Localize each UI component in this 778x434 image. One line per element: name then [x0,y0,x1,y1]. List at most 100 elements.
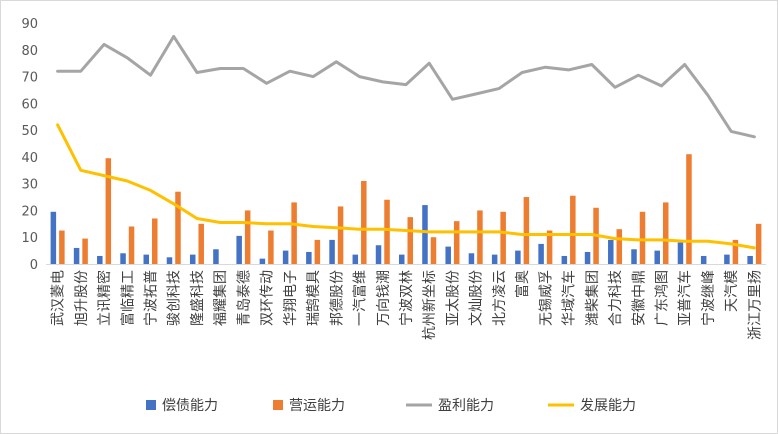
y-tick-label: 20 [21,204,38,219]
bar-营运能力-文灿股份 [477,210,483,264]
bar-营运能力-骏创科技 [175,191,181,264]
y-tick-label: 90 [21,17,38,32]
legend: 偿债能力 营运能力 盈利能力 发展能力 [146,398,636,414]
category-label: 骏创科技 [167,270,183,326]
bar-偿债能力-华域汽车 [561,255,568,264]
category-label: 富临精工 [119,270,136,326]
bar-营运能力-宁波双林 [407,217,413,264]
bar-偿债能力-安徽中鼎 [631,249,637,264]
category-label: 杭州新坐标 [422,270,438,340]
y-tick-label: 80 [21,44,38,59]
bar-偿债能力-邦德股份 [329,239,335,264]
category-label: 一汽富维 [352,270,369,326]
category-label: 武汉菱电 [51,270,67,326]
bar-偿债能力-杭州新坐标 [422,205,428,264]
y-tick-label: 50 [21,124,38,139]
bar-营运能力-亚太股份 [453,221,460,264]
bar-营运能力-立讯精密 [105,158,112,264]
line-盈利能力 [56,34,756,139]
bar-营运能力-安徽中鼎 [639,211,646,264]
bar-营运能力-隆盛科技 [198,223,204,264]
bar-偿债能力-宁波双林 [399,254,405,264]
bar-偿债能力-立讯精密 [97,255,103,264]
bar-偿债能力-天汽模 [724,254,730,264]
category-label: 万向钱潮 [376,270,392,326]
bar-营运能力-广东鸿图 [662,202,669,264]
bar-营运能力-武汉菱电 [59,230,65,264]
bar-营运能力-华翔电子 [291,202,297,264]
category-label: 无锡威孚 [538,270,554,326]
bar-营运能力-富奥 [523,197,530,264]
bar-营运能力-双环传动 [268,230,274,264]
bar-营运能力-北方凌云 [500,211,506,264]
bar-营运能力-万向钱潮 [384,199,390,264]
bar-偿债能力-双环传动 [259,258,266,264]
category-label: 合力科技 [608,270,624,326]
bar-偿债能力-隆盛科技 [189,254,196,264]
bar-偿债能力-北方凌云 [491,254,498,264]
y-tick-label: 10 [21,231,38,246]
category-label: 亚普汽车 [677,270,694,326]
legend-label: 偿债能力 [162,398,218,414]
category-label: 文灿股份 [469,270,485,326]
bar-偿债能力-武汉菱电 [50,211,57,264]
category-label: 天汽模 [724,270,740,312]
bar-偿债能力-广东鸿图 [654,250,660,264]
x-axis: 武汉菱电 旭升股份 立讯精密 富临精工 宁波拓普 骏创科技 隆盛科技 福耀集团 青岛泰德 双环传动… [46,264,766,340]
bar-偿债能力-文灿股份 [468,253,475,264]
category-label: 华翔电子 [283,270,299,326]
legend-label: 营运能力 [289,398,345,414]
y-tick-label: 40 [21,151,38,166]
bar-偿债能力-宁波拓普 [143,254,150,264]
bar-偿债能力-旭升股份 [73,247,80,264]
category-label: 宁波继峰 [700,270,717,326]
bar-营运能力-无锡威孚 [546,230,553,264]
bar-偿债能力-浙江万里扬 [747,255,753,264]
category-label: 广东鸿图 [653,270,670,326]
category-label: 亚太股份 [445,270,461,326]
line-发展能力 [56,123,756,250]
bar-偿债能力-富临精工 [120,253,126,264]
category-label: 浙江万里扬 [747,270,763,340]
bar-营运能力-合力科技 [616,229,623,264]
legend-label: 盈利能力 [438,398,494,414]
category-label: 宁波双林 [398,270,415,326]
bar-偿债能力-瑞鹄模具 [306,251,312,264]
bar-营运能力-富临精工 [128,226,135,264]
category-label: 北方凌云 [492,270,508,326]
bar-偿债能力-一汽富维 [352,254,359,264]
bar-偿债能力-骏创科技 [166,257,173,264]
bar-偿债能力-无锡威孚 [538,243,544,264]
category-label: 立讯精密 [96,270,113,326]
bar-marks [50,154,762,264]
category-label: 华域汽车 [561,270,578,326]
bar-偿债能力-万向钱潮 [375,245,382,264]
category-label: 潍柴集团 [584,270,601,326]
y-tick-label: 70 [21,71,38,86]
category-label: 邦德股份 [329,270,345,326]
bar-偿债能力-合力科技 [608,239,614,264]
category-label: 福耀集团 [212,270,229,326]
category-label: 旭升股份 [74,270,90,326]
legend-label: 发展能力 [580,398,636,414]
y-axis: 0 10 20 30 40 50 60 70 80 90 [21,17,38,273]
bar-营运能力-亚普汽车 [686,154,692,264]
bar-偿债能力-亚普汽车 [677,242,684,264]
bar-偿债能力-潍柴集团 [584,251,591,264]
bar-偿债能力-青岛泰德 [236,235,242,264]
bar-偿债能力-福耀集团 [213,249,219,264]
bar-营运能力-瑞鹄模具 [314,239,321,264]
legend-swatch [273,400,283,410]
bar-营运能力-浙江万里扬 [755,223,762,264]
category-label: 安徽中鼎 [631,270,647,326]
line-marks [56,34,756,250]
bar-偿债能力-宁波继峰 [700,255,707,264]
bar-营运能力-青岛泰德 [244,210,251,264]
category-label: 宁波拓普 [143,270,160,326]
bar-营运能力-一汽富维 [361,180,367,264]
bar-营运能力-旭升股份 [82,238,88,264]
category-label: 富奥 [514,270,531,298]
bar-营运能力-宁波拓普 [152,218,158,264]
